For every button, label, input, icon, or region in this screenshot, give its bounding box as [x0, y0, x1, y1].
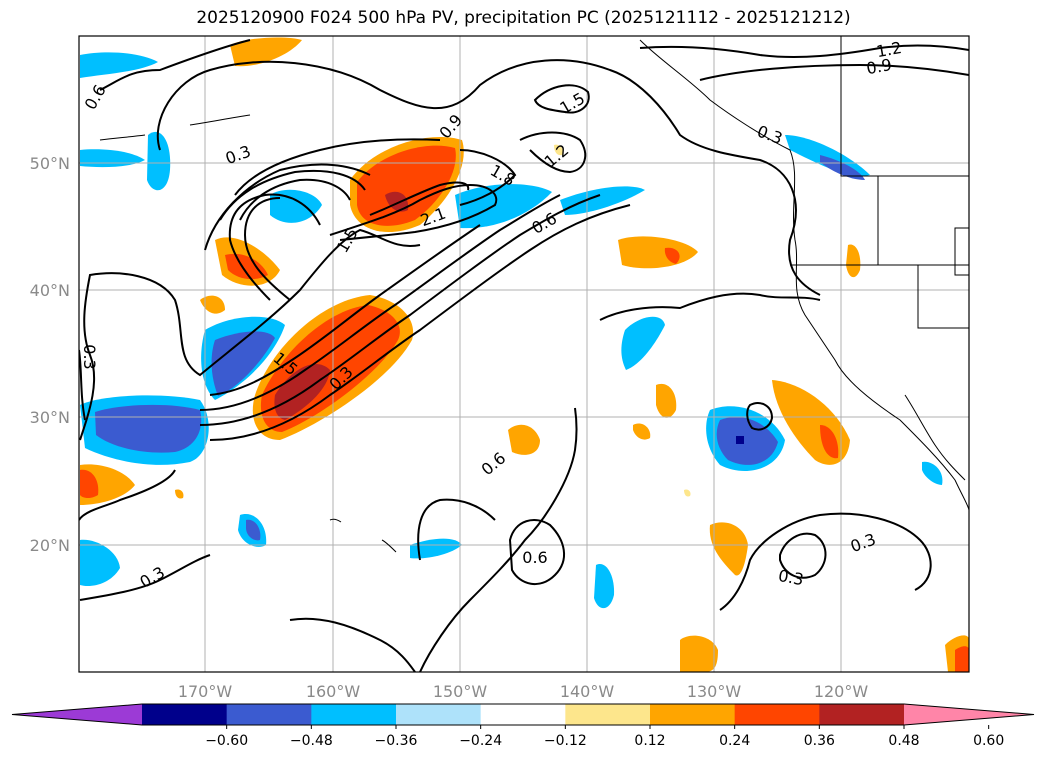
pv-contours: [79, 39, 969, 672]
lat-label: 40°N: [30, 281, 70, 300]
lon-label: 170°W: [178, 682, 233, 701]
colorbar-tick-label: 0.12: [634, 733, 665, 749]
colorbar-segment: [480, 704, 566, 725]
precip-negative-areas: [80, 52, 943, 609]
colorbar-segment: [142, 704, 228, 725]
contour-label: 0.3: [777, 566, 805, 589]
plot-title: 2025120900 F024 500 hPa PV, precipitatio…: [196, 8, 851, 28]
colorbar-tick-label: −0.60: [205, 733, 248, 749]
colorbar-segment: [565, 704, 651, 725]
lon-label: 150°W: [433, 682, 488, 701]
colorbar-tick-label: 0.60: [973, 733, 1004, 749]
contour-label: 0.3: [80, 344, 99, 369]
colorbar-segment: [650, 704, 736, 725]
colorbar-segment: [226, 704, 312, 725]
coastlines: [99, 36, 969, 553]
map-frame: [78, 35, 970, 673]
colorbar-extend-low: [12, 704, 142, 725]
contour-label: 0.6: [522, 548, 547, 567]
colorbar-tick-label: 0.48: [888, 733, 919, 749]
colorbar-tick-label: −0.48: [290, 733, 333, 749]
contour-label: 0.9: [865, 55, 893, 78]
colorbar-tick-label: −0.12: [544, 733, 587, 749]
colorbar: −0.60 −0.48 −0.36 −0.24 −0.12 0.12 0.24 0.36 0.4…: [11, 703, 1035, 749]
graticule: [79, 36, 969, 672]
colorbar-outline: [11, 703, 1035, 726]
colorbar-tick-label: 0.36: [804, 733, 835, 749]
colorbar-tick-label: −0.36: [375, 733, 418, 749]
lat-label: 50°N: [30, 154, 70, 173]
colorbar-extend-high: [904, 704, 1034, 725]
colorbar-tick-label: 0.24: [719, 733, 750, 749]
lon-label: 160°W: [306, 682, 361, 701]
lon-label: 120°W: [814, 682, 869, 701]
colorbar-segment: [819, 704, 905, 725]
colorbar-tick-label: −0.24: [459, 733, 502, 749]
colorbar-segment: [311, 704, 397, 725]
lon-label: 140°W: [560, 682, 615, 701]
colorbar-segment: [734, 704, 820, 725]
lon-label: 130°W: [687, 682, 742, 701]
contour-label: 1.2: [875, 38, 903, 61]
colorbar-segment: [396, 704, 482, 725]
lat-label: 30°N: [30, 408, 70, 427]
lat-label: 20°N: [30, 536, 70, 555]
